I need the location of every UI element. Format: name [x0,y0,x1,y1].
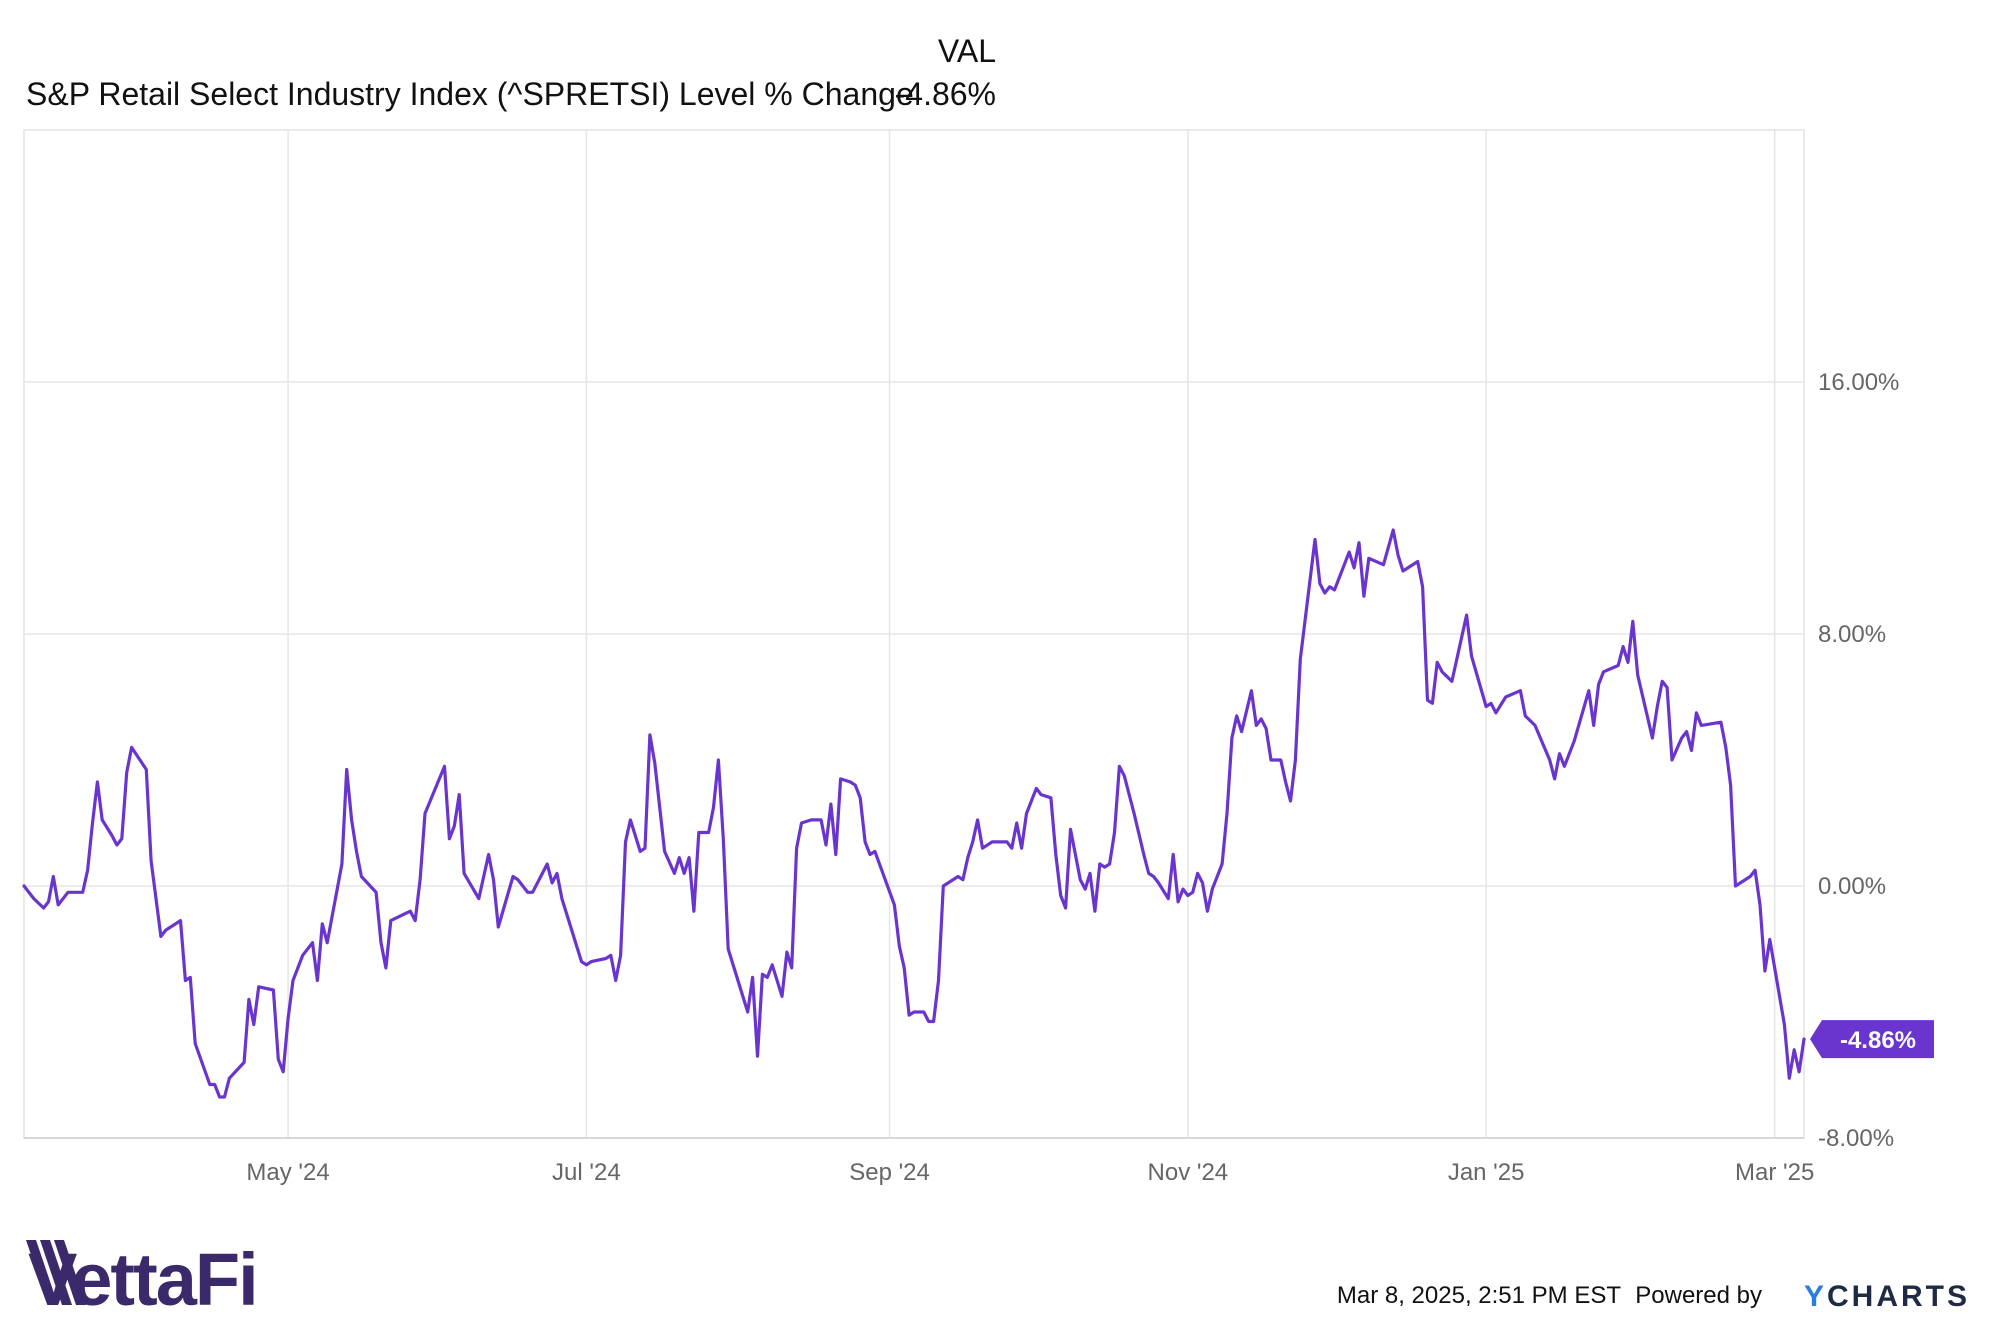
y-tick-label: 0.00% [1818,873,1886,900]
ycharts-y-letter: Y [1804,1280,1827,1313]
series-last-value: -4.86% [895,76,996,112]
series-line-spretsi [22,528,1806,1099]
vettafi-wordmark: VettaFi [28,1238,257,1321]
val-column-header: VAL [938,33,996,69]
x-tick-label: May '24 [246,1159,329,1186]
x-tick-label: Jul '24 [552,1159,621,1186]
last-value-badge-text: -4.86% [1840,1027,1916,1054]
vertical-gridlines [287,130,1776,1138]
vettafi-stripes-icon [26,1240,86,1305]
powered-by-text: Powered by [1635,1282,1762,1309]
ycharts-wordmark: YCHARTS [1804,1280,1970,1313]
vettafi-logo: VettaFi [26,1238,259,1321]
x-tick-label: Sep '24 [849,1159,930,1186]
y-axis: 16.00% 8.00% 0.00% -8.00% [1818,369,1899,1152]
y-tick-label: 8.00% [1818,621,1886,648]
y-tick-label: 16.00% [1818,369,1899,396]
ycharts-rest-letters: CHARTS [1827,1280,1970,1313]
x-tick-label: Mar '25 [1735,1159,1814,1186]
horizontal-gridlines [24,381,1804,887]
x-tick-label: Nov '24 [1148,1159,1229,1186]
footer-timestamp: Mar 8, 2025, 2:51 PM EST Powered by [1337,1282,1762,1309]
y-tick-label: -8.00% [1818,1125,1894,1152]
x-axis: May '24 Jul '24 Sep '24 Nov '24 Jan '25 Mar '… [246,1159,1814,1186]
last-value-badge: -4.86% [1810,1020,1934,1059]
x-tick-label: Jan '25 [1448,1159,1525,1186]
last-value-badge-shape [1810,1020,1934,1059]
series-label: S&P Retail Select Industry Index (^SPRET… [26,76,914,112]
ycharts-logo: YCHARTS [1804,1280,1970,1313]
timestamp-text: Mar 8, 2025, 2:51 PM EST [1337,1282,1621,1309]
